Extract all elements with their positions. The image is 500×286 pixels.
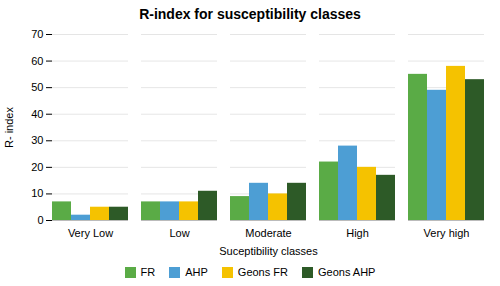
svg-text:20: 20 (31, 161, 43, 173)
svg-text:Low: Low (169, 227, 189, 239)
svg-text:R- index: R- index (3, 107, 15, 148)
svg-text:Very Low: Very Low (68, 227, 113, 239)
svg-text:0: 0 (37, 214, 43, 226)
svg-text:High: High (346, 227, 369, 239)
svg-text:Suceptibility classes: Suceptibility classes (219, 245, 318, 257)
svg-text:60: 60 (31, 55, 43, 67)
html-text:Geons AHP: Geons AHP (318, 266, 376, 278)
svg-text:70: 70 (31, 28, 43, 40)
html-text:AHP: AHP (185, 266, 208, 278)
html-text:R-index for susceptibility cla: R-index for susceptibility classes (139, 6, 361, 22)
svg-text:10: 10 (31, 187, 43, 199)
svg-text:40: 40 (31, 108, 43, 120)
svg-text:30: 30 (31, 134, 43, 146)
svg-text:50: 50 (31, 81, 43, 93)
html-text:FR: FR (140, 266, 156, 278)
html-text:Geons FR: Geons FR (237, 266, 288, 278)
svg-text:Very high: Very high (424, 227, 470, 239)
svg-text:Moderate: Moderate (245, 227, 291, 239)
